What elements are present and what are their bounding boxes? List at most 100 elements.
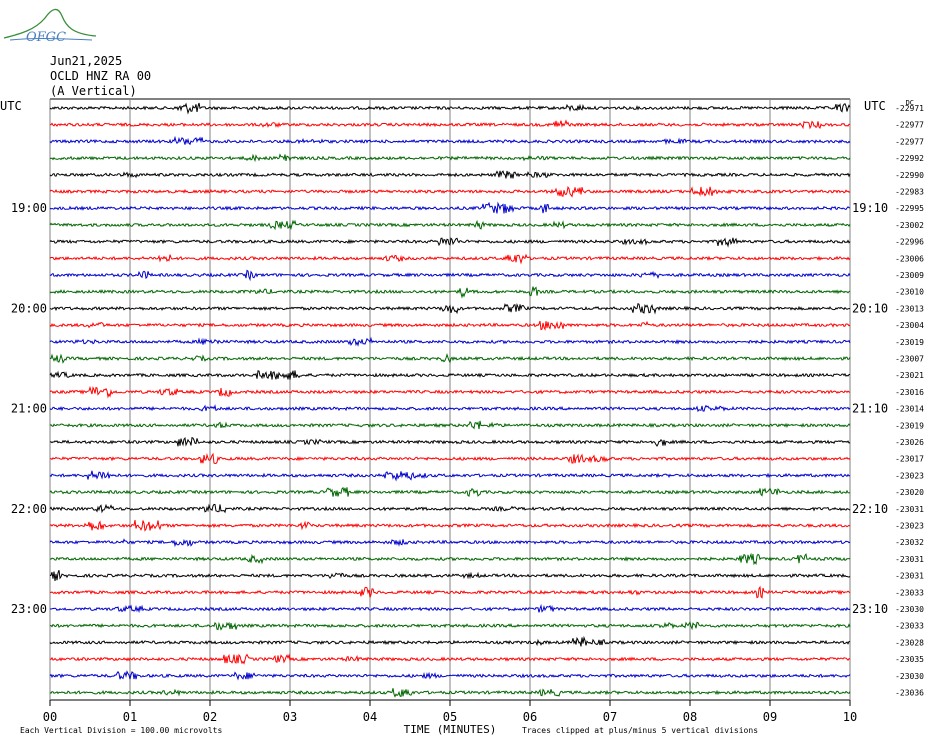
trace-line bbox=[49, 201, 850, 214]
x-tick-label: 02 bbox=[203, 710, 217, 724]
trace-group bbox=[49, 102, 851, 698]
dc-offset-label: -22983 bbox=[895, 188, 924, 197]
x-tick-label: 08 bbox=[683, 710, 697, 724]
trace-line bbox=[49, 570, 851, 581]
dc-offset-label: -23033 bbox=[895, 588, 924, 597]
dc-offset-label: -22971 bbox=[895, 104, 924, 113]
dc-offset-label: -22990 bbox=[895, 171, 924, 180]
right-hour-label: 21:10 bbox=[852, 402, 888, 416]
dc-offset-label: -23032 bbox=[895, 538, 924, 547]
trace-line bbox=[50, 353, 851, 364]
trace-line bbox=[49, 185, 851, 198]
dc-offset-label: -23019 bbox=[895, 421, 924, 430]
trace-line bbox=[49, 135, 851, 146]
trace-line bbox=[49, 385, 851, 399]
trace-line bbox=[49, 436, 851, 447]
dc-offset-label: -23016 bbox=[895, 388, 924, 397]
right-axis-label: UTC bbox=[864, 99, 886, 113]
left-hour-label: 23:00 bbox=[11, 602, 47, 616]
dc-offset-label: -23013 bbox=[895, 304, 924, 313]
dc-offset-label: -22977 bbox=[895, 121, 924, 130]
trace-line bbox=[49, 370, 851, 380]
footer-scale-note: Each Vertical Division = 100.00 microvol… bbox=[20, 726, 222, 735]
trace-line bbox=[49, 653, 851, 665]
dc-offset-label: -23031 bbox=[895, 572, 924, 581]
x-tick-label: 00 bbox=[43, 710, 57, 724]
x-tick-label: 09 bbox=[763, 710, 777, 724]
dc-offset-label: -23036 bbox=[895, 689, 924, 698]
trace-line bbox=[49, 635, 851, 647]
logo-text: OFGC bbox=[26, 30, 66, 45]
dc-offset-label: -23026 bbox=[895, 438, 924, 447]
x-tick-label: 04 bbox=[363, 710, 377, 724]
trace-line bbox=[49, 620, 851, 631]
trace-line bbox=[49, 585, 851, 599]
x-tick-label: 03 bbox=[283, 710, 297, 724]
trace-line bbox=[49, 486, 851, 497]
left-hour-label: 21:00 bbox=[11, 402, 47, 416]
dc-offset-label: -23014 bbox=[895, 405, 924, 414]
trace-line bbox=[49, 452, 851, 465]
x-tick-label: 01 bbox=[123, 710, 137, 724]
dc-offset-label: -23010 bbox=[895, 288, 924, 297]
trace-line bbox=[49, 237, 851, 248]
left-hour-label: 22:00 bbox=[11, 502, 47, 516]
right-hour-label: 20:10 bbox=[852, 301, 888, 315]
component-label: (A Vertical) bbox=[50, 84, 137, 98]
x-axis-title: TIME (MINUTES) bbox=[404, 723, 497, 736]
trace-line bbox=[49, 302, 850, 315]
trace-line bbox=[49, 404, 851, 413]
plot-grid bbox=[49, 98, 851, 706]
dc-offset-label: -22996 bbox=[895, 238, 924, 247]
dc-offset-label: -23031 bbox=[895, 555, 924, 564]
dc-offset-label: -23031 bbox=[895, 505, 924, 514]
dc-label: DC bbox=[906, 99, 914, 107]
dc-offset-label: -23006 bbox=[895, 254, 924, 263]
dc-offset-label: -23033 bbox=[895, 622, 924, 631]
dc-offset-label: -23002 bbox=[895, 221, 924, 230]
dc-offset-label: -23020 bbox=[895, 488, 924, 497]
trace-line bbox=[49, 552, 851, 566]
trace-line bbox=[49, 503, 851, 514]
dc-offset-label: -22995 bbox=[895, 204, 924, 213]
dc-offset-label: -22977 bbox=[895, 137, 924, 146]
right-hour-label: 23:10 bbox=[852, 602, 888, 616]
dc-offset-label: -23004 bbox=[895, 321, 924, 330]
dc-offset-label: -22992 bbox=[895, 154, 924, 163]
dc-offset-label: -23017 bbox=[895, 455, 924, 464]
x-tick-label: 10 bbox=[843, 710, 857, 724]
trace-line bbox=[49, 170, 851, 179]
right-hour-label: 19:10 bbox=[852, 201, 888, 215]
dc-offset-label: -23023 bbox=[895, 522, 924, 531]
right-hour-label: 22:10 bbox=[852, 502, 888, 516]
trace-line bbox=[49, 320, 851, 331]
trace-line bbox=[49, 253, 851, 265]
left-hour-label: 19:00 bbox=[11, 201, 47, 215]
footer-clip-note: Traces clipped at plus/minus 5 vertical … bbox=[522, 726, 758, 735]
trace-line bbox=[49, 420, 851, 430]
trace-line bbox=[49, 688, 851, 698]
trace-line bbox=[49, 520, 851, 532]
trace-line bbox=[49, 102, 851, 115]
x-tick-label: 07 bbox=[603, 710, 617, 724]
trace-line bbox=[50, 603, 851, 614]
left-hour-label: 20:00 bbox=[11, 301, 47, 315]
station-label: OCLD HNZ RA 00 bbox=[50, 69, 152, 83]
dc-offset-label: -23035 bbox=[895, 655, 924, 664]
trace-line bbox=[49, 336, 851, 347]
date-label: Jun21,2025 bbox=[50, 54, 123, 68]
dc-offset-label: -23023 bbox=[895, 471, 924, 480]
trace-line bbox=[49, 269, 851, 282]
dc-offset-label: -23030 bbox=[895, 672, 924, 681]
trace-line bbox=[49, 286, 851, 299]
dc-offset-label: -23021 bbox=[895, 371, 924, 380]
label-group: 00 01 02 03 04 05 06 07 08 09 10 -22971 -22977 -22977… bbox=[0, 99, 924, 736]
dc-offset-label: -23009 bbox=[895, 271, 924, 280]
trace-line bbox=[49, 470, 851, 482]
dc-offset-label: -23028 bbox=[895, 638, 924, 647]
trace-line bbox=[49, 219, 851, 231]
trace-line bbox=[49, 670, 851, 681]
x-tick-label: 05 bbox=[443, 710, 457, 724]
trace-line bbox=[49, 153, 851, 163]
